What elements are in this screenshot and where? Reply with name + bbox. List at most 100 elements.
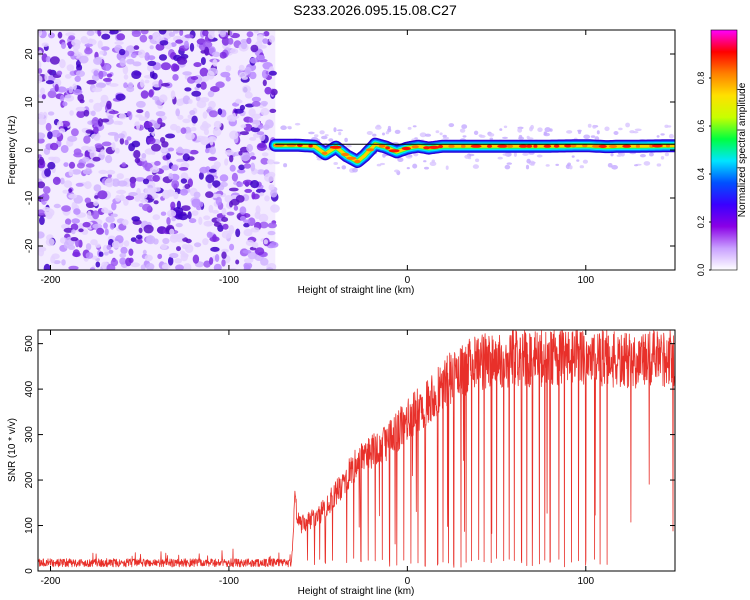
spectrogram-y-tick-label: -20: [24, 238, 35, 253]
noise-blob: [98, 169, 108, 175]
noise-blob: [189, 110, 196, 116]
noise-blob: [213, 120, 222, 129]
noise-blob: [266, 159, 275, 165]
noise-blob: [152, 32, 160, 41]
noise-blob: [101, 141, 112, 147]
noise-blob: [175, 223, 183, 228]
noise-blob: [198, 216, 203, 225]
ridge-halo-dot: [324, 134, 329, 137]
noise-blob: [145, 263, 155, 270]
noise-blob: [93, 126, 99, 135]
noise-blob: [191, 198, 201, 208]
noise-blob: [221, 259, 226, 267]
noise-blob: [200, 81, 207, 90]
noise-blob: [58, 128, 66, 134]
noise-blob: [91, 117, 100, 126]
noise-blob: [230, 48, 239, 54]
noise-blob: [125, 195, 135, 201]
noise-blob: [159, 94, 168, 103]
noise-blob: [71, 169, 82, 175]
ridge-halo-dot: [424, 166, 429, 170]
ridge-halo-dot: [667, 125, 672, 128]
ridge-hotspot: [341, 152, 350, 157]
ridge-halo-dot: [660, 133, 665, 136]
noise-blob: [119, 48, 126, 56]
noise-blob: [217, 108, 223, 115]
noise-blob: [73, 208, 81, 215]
noise-blob: [238, 151, 243, 156]
noise-blob: [134, 195, 141, 202]
noise-blob: [143, 121, 153, 129]
noise-blob: [198, 172, 204, 180]
noise-blob: [130, 262, 141, 268]
ridge-halo-dot: [660, 156, 665, 160]
noise-blob: [209, 146, 216, 155]
noise-blob: [179, 30, 184, 36]
noise-blob: [72, 83, 77, 90]
snr-x-tick-label: -100: [219, 576, 239, 587]
ridge-halo-dot: [475, 158, 480, 163]
noise-blob: [160, 62, 171, 71]
ridge-halo-dot: [442, 134, 447, 138]
noise-blob: [189, 149, 199, 155]
noise-blob: [90, 239, 98, 246]
noise-blob: [169, 228, 175, 235]
noise-blob: [203, 215, 211, 220]
noise-blob: [75, 106, 87, 112]
noise-blob: [86, 210, 92, 220]
ridge-halo-dot: [448, 123, 455, 128]
noise-blob: [235, 259, 240, 265]
ridge-halo-dot: [543, 132, 550, 137]
noise-blob: [256, 169, 266, 175]
ridge-halo-dot: [517, 127, 523, 133]
noise-blob: [160, 211, 167, 216]
noise-blob: [243, 264, 251, 270]
noise-blob: [44, 168, 51, 177]
noise-blob: [149, 166, 160, 173]
ridge-halo-dot: [319, 130, 325, 135]
noise-blob: [84, 47, 93, 55]
ridge-hotspot: [622, 144, 632, 148]
noise-blob: [207, 90, 215, 98]
noise-blob: [131, 216, 140, 222]
noise-blob: [251, 193, 260, 200]
ridge-halo-dot: [569, 165, 573, 170]
noise-blob: [47, 131, 53, 140]
colorbar-tick-label: 0.8: [696, 72, 706, 85]
noise-blob: [43, 186, 51, 194]
noise-blob: [40, 193, 50, 202]
noise-blob: [161, 165, 170, 171]
noise-blob: [72, 89, 83, 96]
ridge-hotspot: [366, 148, 375, 152]
ridge-halo-dot: [283, 163, 288, 168]
snr-axes: -200 -100 0 100 0 100 200 300 400 500: [24, 329, 676, 587]
noise-blob: [144, 254, 153, 262]
noise-blob: [93, 200, 99, 207]
noise-blob: [79, 99, 85, 104]
ridge-halo-dot: [576, 159, 580, 162]
noise-blob: [270, 189, 278, 198]
noise-blob: [73, 148, 82, 156]
noise-blob: [76, 59, 81, 68]
noise-blob: [206, 70, 215, 80]
noise-blob: [219, 181, 228, 188]
noise-blob: [116, 33, 126, 41]
noise-blob: [104, 178, 114, 188]
noise-blob: [221, 36, 230, 46]
noise-blob: [196, 83, 202, 88]
noise-blob: [234, 108, 244, 114]
noise-blob: [190, 126, 197, 132]
noise-blob: [100, 149, 106, 156]
noise-blob: [215, 81, 225, 88]
noise-blob: [175, 39, 184, 44]
noise-blob: [131, 70, 142, 79]
snr-plot: -200 -100 0 100 0 100 200 300 400 500 Height of s…: [7, 329, 676, 597]
noise-blob: [72, 251, 81, 258]
noise-blob: [161, 141, 169, 148]
noise-blob: [83, 135, 91, 144]
noise-blob: [177, 57, 188, 65]
noise-blob: [82, 221, 91, 228]
noise-blob: [45, 122, 52, 132]
ridge-halo-dot: [333, 127, 337, 133]
noise-blob: [142, 203, 152, 212]
